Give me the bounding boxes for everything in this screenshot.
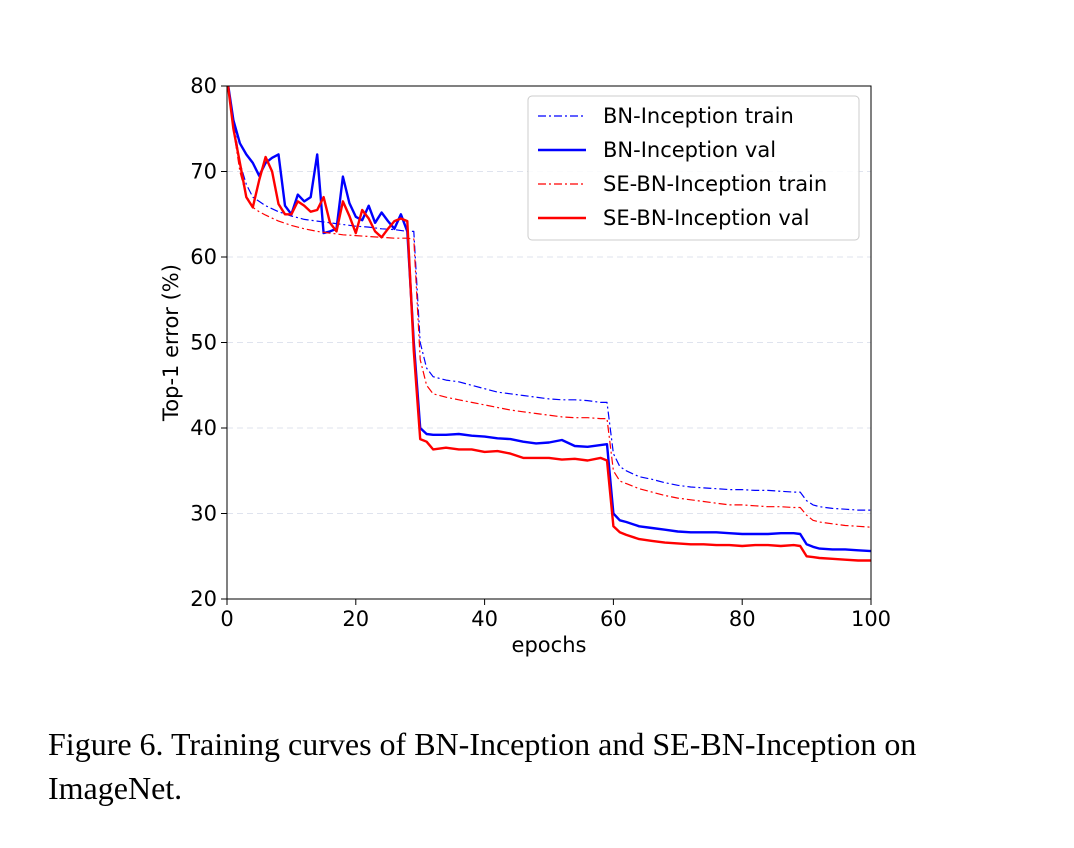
series-line-4 (227, 86, 871, 562)
legend-entry-label: BN-Inception val (603, 138, 776, 162)
x-tick-label: 60 (600, 607, 627, 631)
y-axis-label: Top-1 error (%) (159, 264, 183, 422)
figure-caption: Figure 6. Training curves of BN-Inceptio… (48, 726, 917, 806)
y-tick-label: 60 (190, 245, 217, 269)
series-line-1 (227, 86, 871, 511)
series-line-2 (227, 86, 871, 553)
x-tick-label: 40 (471, 607, 498, 631)
legend-box (527, 95, 860, 241)
y-tick-label: 40 (190, 416, 217, 440)
chart-figure: 20 30 40 50 60 70 80 0 20 40 60 80 100 epochs Top-1 … (48, 74, 916, 806)
legend-entry-label: SE-BN-Inception val (603, 206, 809, 230)
y-tick-label: 80 (190, 74, 217, 98)
plot-series (227, 86, 871, 562)
legend-entry-label: SE-BN-Inception train (603, 172, 827, 196)
legend-entry-label: BN-Inception train (603, 104, 794, 128)
legend: BN-Inception train BN-Inception val SE-BN-… (527, 95, 860, 241)
x-tick-label: 100 (851, 607, 891, 631)
x-tick-label: 80 (729, 607, 756, 631)
x-axis-label: epochs (512, 633, 587, 657)
y-tick-label: 50 (190, 331, 217, 355)
y-tick-label: 20 (190, 587, 217, 611)
y-tick-label: 70 (190, 160, 217, 184)
x-tick-label: 0 (220, 607, 233, 631)
series-line-3 (227, 86, 871, 528)
y-tick-label: 30 (190, 502, 217, 526)
x-tick-label: 20 (342, 607, 369, 631)
